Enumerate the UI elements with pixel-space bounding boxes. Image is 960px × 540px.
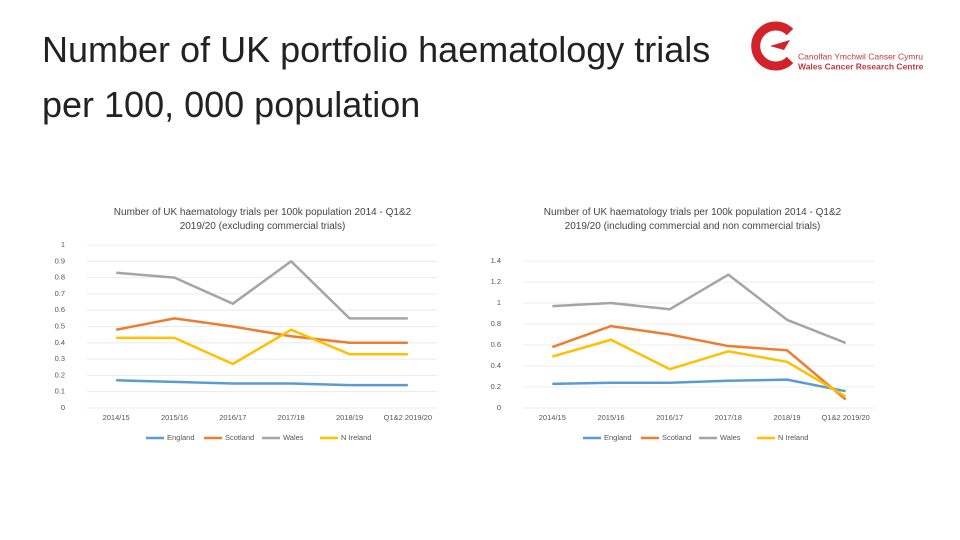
chart-title: Number of UK haematology trials per 100k… [543, 207, 842, 232]
series-line [116, 328, 408, 366]
legend-label: England [167, 433, 195, 442]
legend-label: N Ireland [341, 433, 371, 442]
x-tick-label: 2016/17 [656, 413, 683, 422]
x-tick-label: 2015/16 [597, 413, 624, 422]
y-tick-label: 0.1 [55, 387, 65, 396]
y-tick-label: 0.4 [55, 338, 65, 347]
y-tick-label: 0.2 [491, 382, 501, 391]
y-tick-label: 0.8 [55, 273, 65, 282]
x-tick-label: 2017/18 [278, 413, 305, 422]
logo-text: Canolfan Ymchwil Canser Cymru [798, 51, 923, 61]
legend-label: England [604, 433, 632, 442]
legend-label: Scotland [225, 433, 254, 442]
series-line [552, 378, 846, 393]
y-tick-label: 0.5 [55, 321, 65, 330]
y-tick-label: 0.6 [491, 340, 501, 349]
y-tick-label: 0.7 [55, 289, 65, 298]
y-tick-label: 1.2 [491, 277, 501, 286]
legend-label: Wales [720, 433, 741, 442]
legend-label: Scotland [662, 433, 691, 442]
x-tick-label: 2016/17 [219, 413, 246, 422]
series-line [115, 317, 408, 345]
x-tick-label: 2018/19 [773, 413, 800, 422]
series-line [551, 338, 847, 398]
x-tick-label: 2014/15 [539, 413, 566, 422]
y-tick-label: 0.3 [55, 354, 65, 363]
logo-text: Wales Cancer Research Centre [798, 61, 924, 71]
logo-mark [770, 40, 790, 50]
x-tick-label: Q1&2 2019/20 [821, 413, 869, 422]
legend-label: Wales [283, 433, 304, 442]
y-tick-label: 0 [61, 403, 65, 412]
logo: Canolfan Ymchwil Canser Cymru Wales Canc… [751, 21, 924, 71]
x-tick-label: Q1&2 2019/20 [384, 413, 432, 422]
series-line [116, 379, 408, 387]
x-tick-label: 2015/16 [161, 413, 188, 422]
series-line [552, 273, 847, 345]
y-tick-label: 0.6 [55, 305, 65, 314]
y-tick-label: 0.4 [491, 361, 501, 370]
y-tick-label: 0 [497, 403, 501, 412]
y-tick-label: 0.2 [55, 370, 65, 379]
legend-label: N Ireland [778, 433, 808, 442]
chart-title: Number of UK haematology trials per 100k… [113, 207, 412, 232]
y-tick-label: 1 [61, 240, 65, 249]
x-tick-label: 2018/19 [336, 413, 363, 422]
y-tick-label: 0.8 [491, 319, 501, 328]
series-line [116, 260, 408, 320]
x-tick-label: 2014/15 [103, 413, 130, 422]
y-tick-label: 0.9 [55, 256, 65, 265]
y-tick-label: 1 [497, 298, 501, 307]
y-tick-label: 1.4 [491, 256, 501, 265]
series-line [551, 324, 847, 401]
logo-mark [751, 21, 794, 71]
x-tick-label: 2017/18 [715, 413, 742, 422]
slide-title: Number of UK portfolio haematology trial… [42, 29, 711, 125]
